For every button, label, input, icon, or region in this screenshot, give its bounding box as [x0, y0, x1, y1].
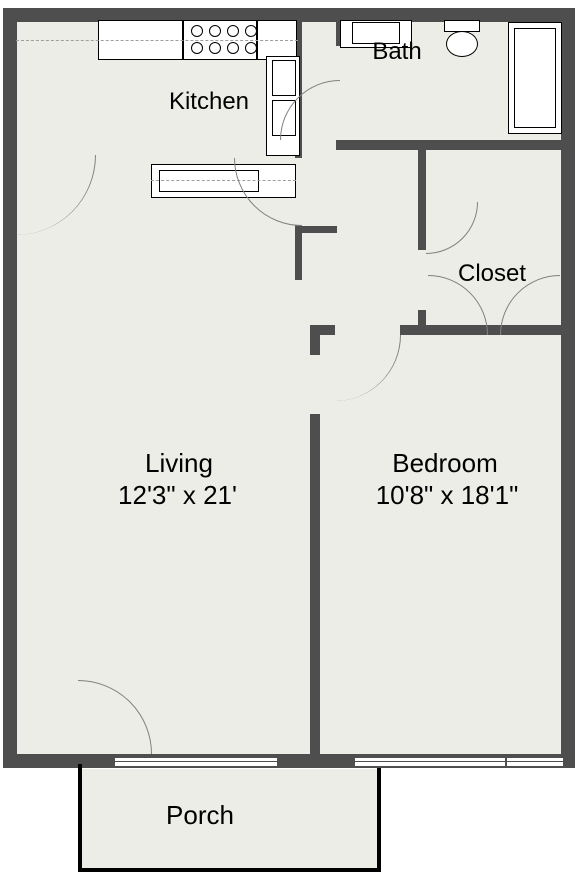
stove-burner-2	[227, 25, 239, 37]
window-2	[507, 756, 563, 768]
window-mullion-0	[115, 761, 277, 762]
wall-porch_right	[377, 764, 381, 872]
wall-bedroom_top_r	[400, 325, 424, 335]
window-0	[115, 756, 277, 768]
wall-outer-right	[561, 8, 575, 768]
stove-burner-3	[245, 25, 257, 37]
wall-closet_inner_v	[418, 148, 426, 203]
wall-porch_bottom	[78, 868, 381, 872]
stove-burner-1	[209, 25, 221, 37]
wall-bedroom_left_main	[310, 414, 320, 760]
stove-burner-5	[209, 42, 221, 54]
label-bath: Bath	[347, 38, 447, 66]
stove-burner-4	[191, 42, 203, 54]
stove-burner-6	[227, 42, 239, 54]
wall-bedroom_top_l	[310, 325, 335, 335]
label-living_name: Living	[94, 448, 264, 479]
label-porch: Porch	[140, 800, 260, 831]
wall-porch_left	[78, 764, 82, 872]
stove-burner-7	[245, 42, 257, 54]
wall-kitchen_bottom_l	[295, 226, 337, 233]
fixture-toilet-bowl	[446, 31, 478, 57]
label-bedroom_dim: 10'8" x 18'1"	[342, 480, 552, 511]
wall-kitchen_right_lower	[295, 225, 302, 280]
label-closet: Closet	[427, 260, 557, 288]
cabinet-dash	[16, 40, 298, 41]
window-1	[355, 756, 505, 768]
window-mullion-1	[355, 761, 505, 762]
wall-bath_bottom	[336, 140, 570, 150]
fixture-tub_inner	[514, 28, 556, 128]
label-bedroom_name: Bedroom	[360, 448, 530, 479]
wall-outer-left	[3, 8, 17, 768]
label-living_dim: 12'3" x 21'	[70, 480, 285, 511]
stove-burner-0	[191, 25, 203, 37]
label-kitchen: Kitchen	[129, 88, 289, 116]
window-mullion-2	[507, 761, 563, 762]
